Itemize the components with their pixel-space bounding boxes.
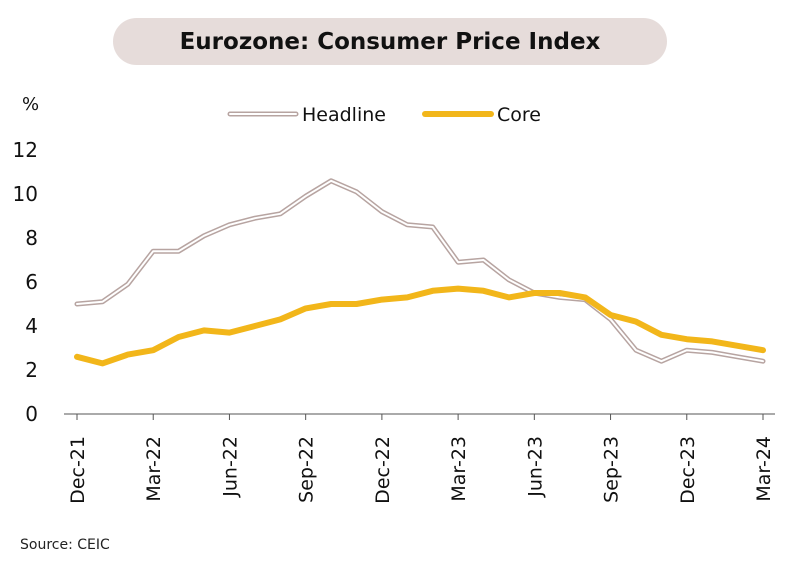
y-tick-label: 12: [13, 138, 38, 162]
x-tick-label: Mar-23: [448, 436, 470, 502]
y-tick-label: 6: [25, 270, 38, 294]
x-tick-label: Sep-22: [296, 436, 318, 503]
y-tick-label: 2: [25, 358, 38, 382]
legend: Headline Core: [227, 104, 541, 126]
chart-title: Eurozone: Consumer Price Index: [179, 28, 601, 55]
y-tick-label: 4: [25, 314, 38, 338]
y-axis-label: %: [22, 94, 39, 115]
y-tick-label: 8: [25, 226, 38, 250]
x-tick-label: Dec-21: [67, 436, 89, 504]
y-tick-label: 0: [25, 402, 38, 426]
series-line-core: [74, 285, 766, 367]
x-tick-label: Dec-23: [677, 436, 699, 504]
chart-title-banner: Eurozone: Consumer Price Index: [113, 18, 667, 65]
source-note: Source: CEIC: [20, 537, 110, 553]
x-tick-label: Sep-23: [601, 436, 623, 503]
series-line-headline-inner: [76, 179, 764, 363]
x-tick-label: Mar-22: [143, 436, 165, 502]
legend-label-core: Core: [497, 104, 541, 126]
x-tick-label: Jun-23: [524, 436, 546, 498]
y-axis: % 0 2 4 6 8 10 12: [13, 94, 40, 426]
y-tick-label: 10: [13, 182, 38, 206]
x-tick-label: Mar-24: [753, 436, 775, 502]
x-axis: Dec-21 Mar-22 Jun-22 Sep-22 Dec-22 Mar-23 Jun-…: [64, 413, 775, 504]
legend-label-headline: Headline: [302, 104, 386, 126]
series-lines: [74, 178, 766, 367]
x-tick-label: Dec-22: [372, 436, 394, 504]
x-tick-label: Jun-22: [219, 436, 241, 498]
